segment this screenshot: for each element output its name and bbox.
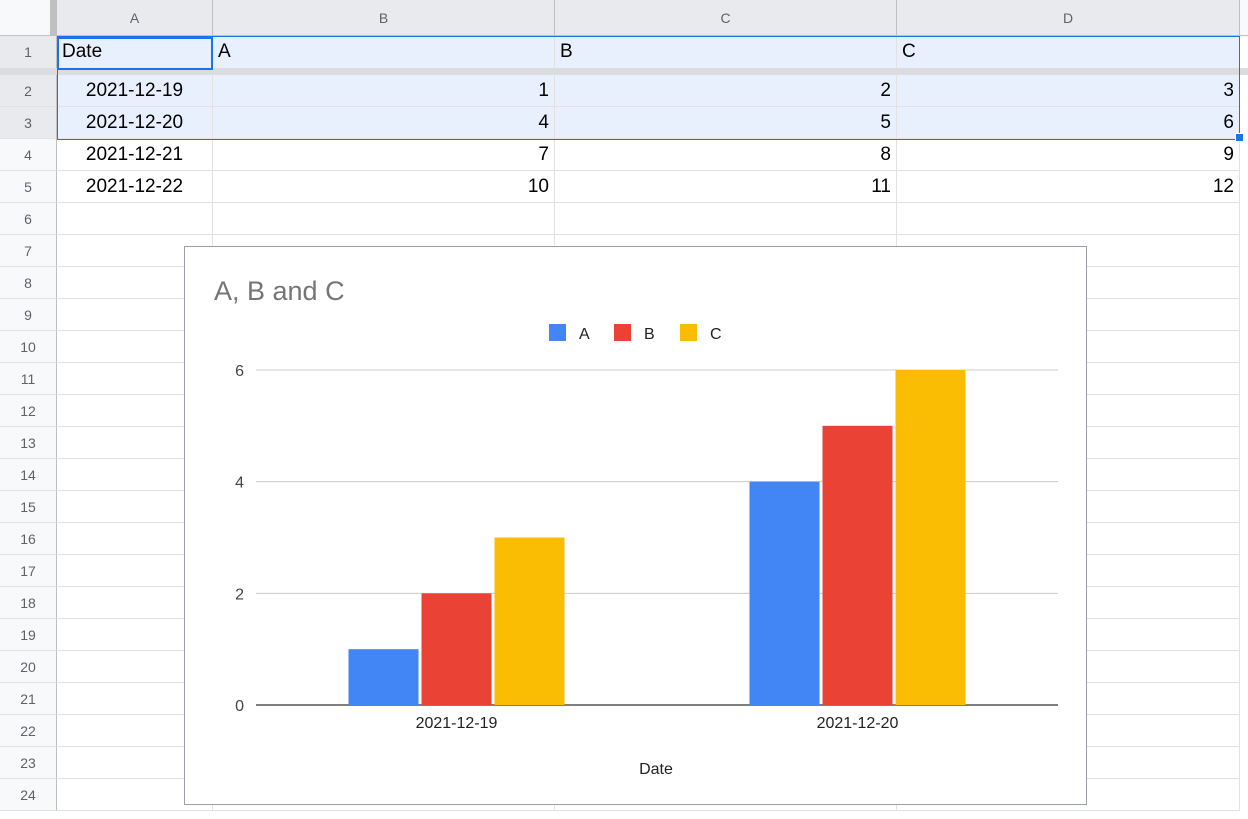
column-header-a[interactable]: A [57,0,213,36]
cell-a6[interactable] [57,203,213,235]
cell-d6[interactable] [897,203,1240,235]
y-tick-label-6: 6 [235,363,244,380]
row-header-18[interactable]: 18 [0,587,57,619]
freeze-column-handle[interactable] [50,0,57,36]
cell-d24[interactable] [897,779,1240,811]
cell-c4[interactable]: 8 [555,139,897,171]
row-header-4[interactable]: 4 [0,139,57,171]
bar-c-2021-12-19[interactable] [494,537,565,706]
column-header-e[interactable] [1240,0,1248,36]
cell-b1[interactable]: A [213,36,555,69]
cell-b6[interactable] [213,203,555,235]
bar-a-2021-12-19[interactable] [348,649,419,705]
row-header-12[interactable]: 12 [0,395,57,427]
legend-label-c: C [710,326,722,343]
bar-b-2021-12-19[interactable] [421,593,492,705]
cell-d1[interactable]: C [897,36,1240,69]
column-header-c[interactable]: C [555,0,897,36]
y-tick-label-0: 0 [235,698,244,715]
row-header-11[interactable]: 11 [0,363,57,395]
column-header-b[interactable]: B [213,0,555,36]
cell-c1[interactable]: B [555,36,897,69]
row-header-9[interactable]: 9 [0,299,57,331]
cell-a5[interactable]: 2021-12-22 [57,171,213,203]
x-tick-label-2021-12-19: 2021-12-19 [416,715,498,732]
cell-b4[interactable]: 7 [213,139,555,171]
cell-c6[interactable] [555,203,897,235]
row-header-13[interactable]: 13 [0,427,57,459]
chart-title: A, B and C [214,276,345,306]
row-header-6[interactable]: 6 [0,203,57,235]
chart-legend[interactable]: A B C [549,324,722,343]
row-header-15[interactable]: 15 [0,491,57,523]
cell-a3[interactable]: 2021-12-20 [57,107,213,139]
legend-swatch-b [614,324,631,341]
row-header-22[interactable]: 22 [0,715,57,747]
cell-c2[interactable]: 2 [555,75,897,107]
row-header-3[interactable]: 3 [0,107,57,139]
cell-a1[interactable]: Date [57,36,213,69]
row-header-14[interactable]: 14 [0,459,57,491]
row-header-2[interactable]: 2 [0,75,57,107]
row-header-23[interactable]: 23 [0,747,57,779]
x-axis-title: Date [639,761,673,778]
select-all-corner[interactable] [0,0,57,36]
row-header-7[interactable]: 7 [0,235,57,267]
y-tick-label-4: 4 [235,475,244,492]
row-header-1[interactable]: 1 [0,36,57,69]
row-header-5[interactable]: 5 [0,171,57,203]
cell-c3[interactable]: 5 [555,107,897,139]
chart-canvas: A, B and C A B C 0 2 4 6 2021-12-19 2021-12-20… [214,276,1058,778]
legend-label-b: B [644,326,655,343]
cell-d3[interactable]: 6 [897,107,1240,139]
legend-swatch-a [549,324,566,341]
cell-b2[interactable]: 1 [213,75,555,107]
chart[interactable]: A, B and C A B C 0 2 4 6 2021-12-19 2021-12-20… [184,246,1087,805]
x-axis-labels: 2021-12-19 2021-12-20 [416,715,899,732]
chart-bars [348,370,966,706]
cell-d5[interactable]: 12 [897,171,1240,203]
column-header-d[interactable]: D [897,0,1240,36]
row-header-24[interactable]: 24 [0,779,57,811]
cell-c5[interactable]: 11 [555,171,897,203]
cell-d2[interactable]: 3 [897,75,1240,107]
cell-d4[interactable]: 9 [897,139,1240,171]
cell-a4[interactable]: 2021-12-21 [57,139,213,171]
cell-b5[interactable]: 10 [213,171,555,203]
row-header-21[interactable]: 21 [0,683,57,715]
fill-handle[interactable] [1235,133,1244,142]
bar-a-2021-12-20[interactable] [749,481,820,705]
row-header-10[interactable]: 10 [0,331,57,363]
legend-label-a: A [579,326,590,343]
freeze-row-divider[interactable] [0,68,1248,75]
y-tick-label-2: 2 [235,586,244,603]
cell-b3[interactable]: 4 [213,107,555,139]
row-header-16[interactable]: 16 [0,523,57,555]
row-header-17[interactable]: 17 [0,555,57,587]
legend-swatch-c [680,324,697,341]
bar-b-2021-12-20[interactable] [822,425,893,705]
bar-c-2021-12-20[interactable] [895,370,966,705]
cell-a2[interactable]: 2021-12-19 [57,75,213,107]
row-header-20[interactable]: 20 [0,651,57,683]
row-header-19[interactable]: 19 [0,619,57,651]
x-tick-label-2021-12-20: 2021-12-20 [817,715,899,732]
row-header-8[interactable]: 8 [0,267,57,299]
